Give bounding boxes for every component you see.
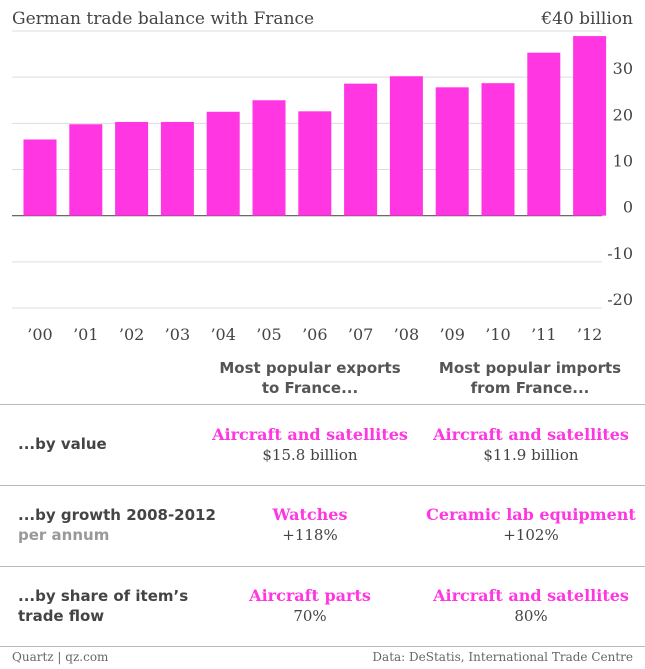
x-tick-labels: ’00 ’01 ’02 ’03 ’04 ’05 ’06 ’07 ’08 ’09 ’10 ’11 ’12 [27,325,602,344]
row-sublabel-text: per annum [18,526,110,544]
row-label-text: ...by share of item’s [18,587,189,605]
imports-header: Most popular imports from France... [438,359,622,397]
x-tick-label: ’04 [210,325,235,344]
y-tick-label: 30 [613,59,633,78]
row-label-growth: ...by growth 2008-2012 per annum [18,505,216,545]
table-cell-import-growth: Ceramic lab equipment +102% [421,505,641,545]
table-divider [0,404,645,405]
cell-item: Ceramic lab equipment [426,505,636,524]
bar-1 [69,124,103,216]
x-tick-label: ’07 [348,325,373,344]
x-tick-label: ’11 [531,325,556,344]
bar-12 [573,36,607,216]
x-tick-label: ’03 [165,325,190,344]
cell-value: +102% [503,526,559,544]
table-cell-export-value: Aircraft and satellites $15.8 billion [200,425,420,465]
cell-value: $15.8 billion [262,446,358,464]
bar-8 [389,76,423,216]
table-cell-export-growth: Watches +118% [200,505,420,545]
cell-value: $11.9 billion [483,446,579,464]
chart-title: German trade balance with France [12,9,315,29]
footer-source: Data: DeStatis, International Trade Cent… [372,650,633,664]
bar-6 [298,111,332,216]
x-tick-label: ’06 [302,325,327,344]
bars [23,36,607,216]
bar-7 [344,83,378,216]
bar-4 [206,111,240,216]
cell-value: +118% [282,526,338,544]
bar-2 [115,121,149,216]
cell-item: Watches [272,505,348,524]
x-tick-label: ’12 [577,325,602,344]
table-divider [0,485,645,486]
table-cell-import-value: Aircraft and satellites $11.9 billion [421,425,641,465]
cell-item: Aircraft and satellites [433,586,629,605]
row-label-share: ...by share of item’s trade flow [18,586,188,626]
cell-value: 80% [514,607,548,625]
bar-9 [435,87,469,216]
y-tick-label: 0 [623,198,633,217]
table-divider [0,566,645,567]
y-axis-max-label: €40 billion [541,9,633,29]
x-tick-label: ’00 [27,325,52,344]
cell-item: Aircraft and satellites [212,425,408,444]
footer-credit: Quartz | qz.com [12,650,109,664]
table-cell-export-share: Aircraft parts 70% [200,586,420,626]
row-sublabel-text: trade flow [18,607,105,625]
y-tick-label: 10 [613,152,633,171]
bar-11 [527,52,561,216]
row-label-text: ...by value [18,435,107,453]
row-label-text: ...by growth 2008-2012 [18,506,216,524]
y-tick-label: -20 [607,290,633,309]
bar-10 [481,83,515,216]
bar-0 [23,139,57,216]
x-tick-label: ’05 [256,325,281,344]
table-cell-import-share: Aircraft and satellites 80% [421,586,641,626]
bar-3 [160,121,194,216]
exports-header: Most popular exports to France... [219,359,401,397]
bar-5 [252,100,286,216]
row-label-value: ...by value [18,434,107,454]
x-tick-label: ’01 [73,325,98,344]
y-tick-labels: -20 -10 0 10 20 30 [607,59,633,309]
cell-item: Aircraft parts [249,586,371,605]
cell-value: 70% [293,607,327,625]
cell-item: Aircraft and satellites [433,425,629,444]
x-tick-label: ’09 [439,325,464,344]
y-tick-label: 20 [613,105,633,124]
x-tick-label: ’02 [119,325,144,344]
x-tick-label: ’08 [394,325,419,344]
x-tick-label: ’10 [485,325,510,344]
table-divider [0,646,645,647]
y-tick-label: -10 [607,244,633,263]
